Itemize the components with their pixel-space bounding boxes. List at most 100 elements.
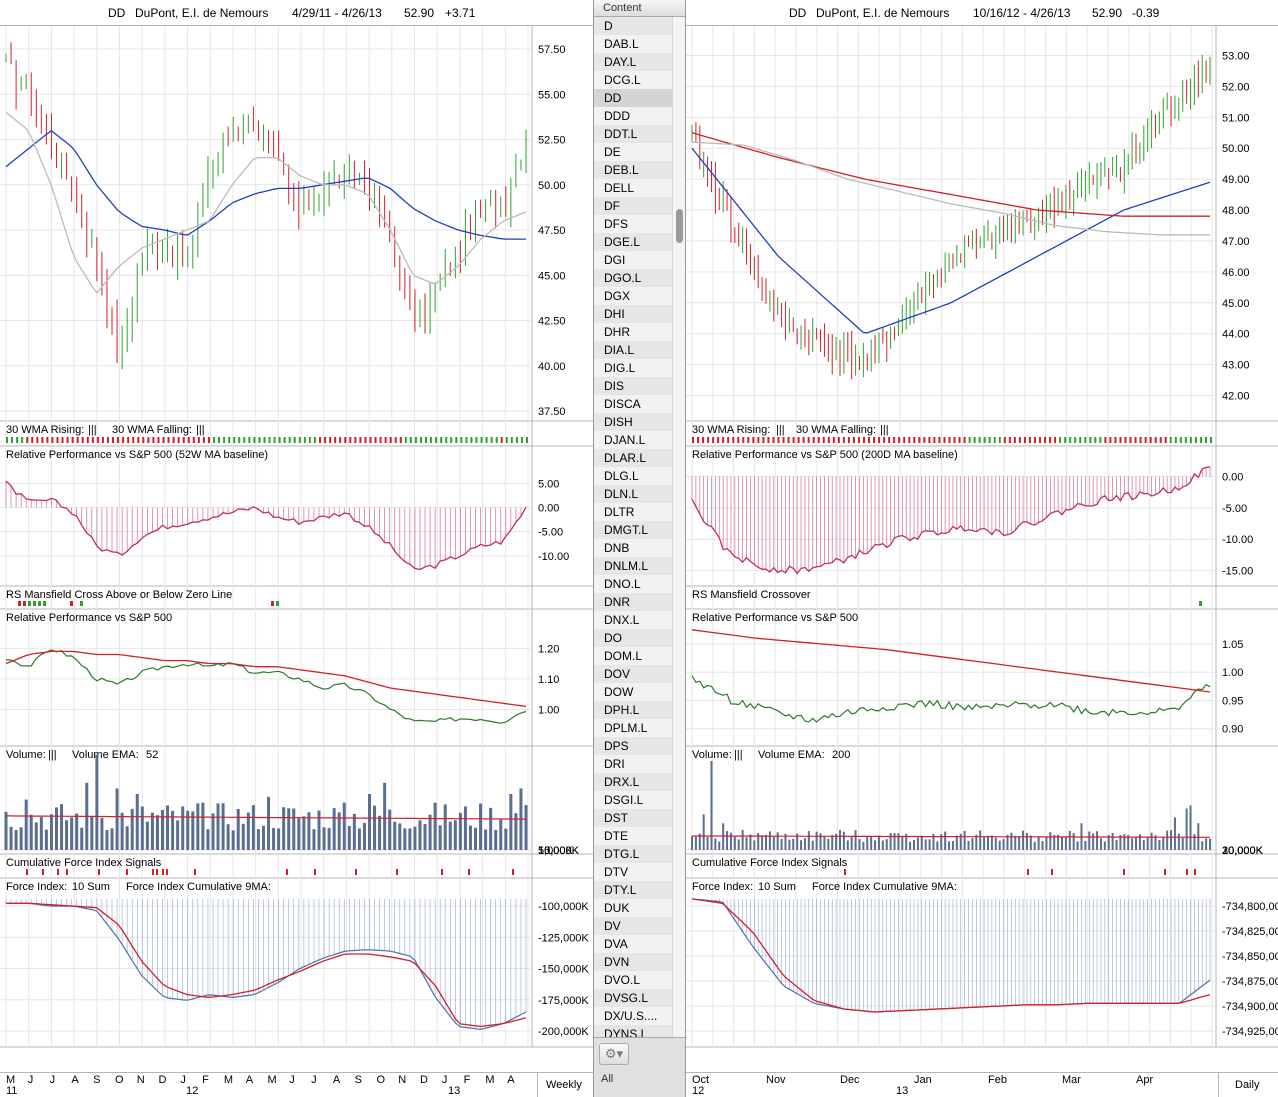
symbol-list-item[interactable]: DNR <box>604 595 630 609</box>
symbol-list-item[interactable]: DOM.L <box>594 647 672 665</box>
symbol-list-item[interactable]: DNO.L <box>594 575 672 593</box>
wma-signal-mark <box>112 437 115 443</box>
symbol-list-item[interactable]: DTV <box>594 863 672 881</box>
symbol-list-item[interactable]: DLAR.L <box>604 451 647 465</box>
symbol-list-item[interactable]: DTY.L <box>604 883 637 897</box>
symbol-list-item[interactable]: DDT.L <box>604 127 638 141</box>
symbol-list-item[interactable]: DNX.L <box>594 611 672 629</box>
volume-bar <box>1138 834 1141 850</box>
symbol-list-item[interactable]: DDD <box>594 107 672 125</box>
force-index-axis-label: -125,000K <box>538 932 589 944</box>
volume-bar <box>998 840 1001 850</box>
weekly-chart-canvas[interactable]: 57.50 55.00 52.50 50.00 47.50 45.00 42.50 40.00… <box>0 26 593 1072</box>
period-label[interactable]: Weekly <box>546 1079 582 1091</box>
symbol-list-item[interactable]: DGI <box>594 251 672 269</box>
symbol-list-item[interactable]: DPLM.L <box>594 719 672 737</box>
all-label[interactable]: All <box>601 1073 614 1085</box>
symbol-list-item[interactable]: DX/U.S.... <box>594 1007 672 1025</box>
symbol-list-item[interactable]: DGE.L <box>604 235 641 249</box>
wma-signal-mark <box>278 437 281 443</box>
rp-line <box>691 675 1211 723</box>
symbol-list-item[interactable]: DNLM.L <box>604 559 649 573</box>
volume-bar <box>1146 836 1149 850</box>
symbol-list-item[interactable]: DISH <box>604 415 633 429</box>
symbol-list-item[interactable]: DVA <box>594 935 672 953</box>
period-selector[interactable]: Weekly <box>537 1072 593 1097</box>
symbol-list-item[interactable]: DV <box>604 919 621 933</box>
wma-signal-mark <box>233 437 236 443</box>
symbol-list-item[interactable]: DLN.L <box>604 487 639 501</box>
symbol-list-item[interactable]: DRX.L <box>604 775 640 789</box>
volume-bar <box>1068 831 1071 850</box>
force-index-axis-label: -734,800,000K <box>1222 901 1278 913</box>
volume-bar <box>959 833 962 850</box>
symbol-list-item[interactable]: DST <box>604 811 628 825</box>
symbol-list-item[interactable]: DVSG.L <box>604 991 649 1005</box>
daily-chart-window[interactable]: DD DuPont, E.I. de Nemours 10/16/12 - 4/… <box>686 0 1278 1097</box>
symbol-list-item[interactable]: DGX <box>594 287 672 305</box>
period-label[interactable]: Daily <box>1235 1079 1260 1091</box>
symbol-list-item[interactable]: DTG.L <box>604 847 640 861</box>
volume-bar <box>145 821 149 850</box>
symbol-list-item[interactable]: DHR <box>594 323 672 341</box>
scroll-thumb[interactable] <box>676 209 683 243</box>
symbol-list-item[interactable]: DYNS.L <box>604 1027 648 1037</box>
volume-bar <box>1076 841 1079 850</box>
symbol-list-item[interactable]: DGO.L <box>604 271 642 285</box>
symbol-list-item[interactable]: DLG.L <box>594 467 672 485</box>
volume-bar <box>277 828 281 850</box>
symbol-list-item[interactable]: DD <box>594 89 672 107</box>
daily-chart-canvas[interactable]: 53.00 52.00 51.00 50.00 49.00 48.00 47.00 46.00… <box>686 26 1278 1072</box>
wma-signal-mark <box>1018 437 1021 443</box>
symbol-list-item[interactable]: DLTR <box>594 503 672 521</box>
weekly-chart-window[interactable]: DD DuPont, E.I. de Nemours 4/29/11 - 4/2… <box>0 0 593 1097</box>
symbol-list-item[interactable]: DIG.L <box>594 359 672 377</box>
symbol-list-item[interactable]: DMGT.L <box>604 523 649 537</box>
symbol-list-item[interactable]: DPS <box>604 739 629 753</box>
symbol-list-item[interactable]: DNB <box>594 539 672 557</box>
symbol-list-item[interactable]: DSGI.L <box>594 791 672 809</box>
symbol-list-item[interactable]: DOW <box>594 683 672 701</box>
symbol-list-item[interactable]: DIA.L <box>604 343 635 357</box>
month-label: N <box>398 1074 407 1086</box>
symbol-list-item[interactable]: DTE <box>594 827 672 845</box>
symbol-list-item[interactable]: DE <box>594 143 672 161</box>
symbol-list-item[interactable]: DCG.L <box>594 71 672 89</box>
list-header[interactable]: Content <box>594 0 685 17</box>
symbol-list-item[interactable]: DEB.L <box>604 163 639 177</box>
volume-bar <box>256 829 260 850</box>
symbol-list-item[interactable]: DRI <box>594 755 672 773</box>
month-label: J <box>27 1074 34 1086</box>
symbol-list-item[interactable]: DOV <box>604 667 631 681</box>
wma-signal-mark <box>66 437 69 443</box>
wma-signal-mark <box>364 437 367 443</box>
symbol-list-item[interactable]: DVN <box>604 955 630 969</box>
symbol-list-item[interactable]: DELL <box>594 179 672 197</box>
symbol-list-item[interactable]: DFS <box>594 215 672 233</box>
symbol-list-item[interactable]: DIS <box>604 379 625 393</box>
volume-bar <box>920 835 923 850</box>
symbol-list-item[interactable]: D <box>604 19 613 33</box>
force-index-axis-label: -734,875,000K <box>1222 976 1278 988</box>
price-axis-label: 51.00 <box>1222 112 1250 124</box>
symbol-list-item[interactable]: DO <box>604 631 622 645</box>
volume-bar <box>784 833 787 850</box>
volume-bar <box>1061 836 1063 850</box>
symbol-list[interactable]: D DAB.L DAY.L DCG.L DD DDD DDT.L DE DEB.L DELL DF D… <box>594 17 672 1037</box>
volume-bar <box>916 837 919 850</box>
gear-icon[interactable]: ⚙▾ <box>599 1043 629 1065</box>
wma-signal-mark <box>202 437 205 443</box>
period-selector[interactable]: Daily <box>1218 1072 1278 1097</box>
wma-signal-mark <box>359 437 362 443</box>
symbol-list-item[interactable]: DISCA <box>594 395 672 413</box>
symbol-list-item[interactable]: DHI <box>604 307 625 321</box>
symbol-list-item[interactable]: DVO.L <box>594 971 672 989</box>
symbol-list-item[interactable]: DUK <box>594 899 672 917</box>
price-axis-label: 44.00 <box>1222 329 1250 341</box>
symbol-list-item[interactable]: DF <box>604 199 620 213</box>
symbol-list-item[interactable]: DAY.L <box>604 55 637 69</box>
symbol-list-item[interactable]: DJAN.L <box>594 431 672 449</box>
symbol-list-item[interactable]: DAB.L <box>594 35 672 53</box>
symbol-list-item[interactable]: DPH.L <box>604 703 640 717</box>
list-scrollbar[interactable] <box>672 17 685 1037</box>
